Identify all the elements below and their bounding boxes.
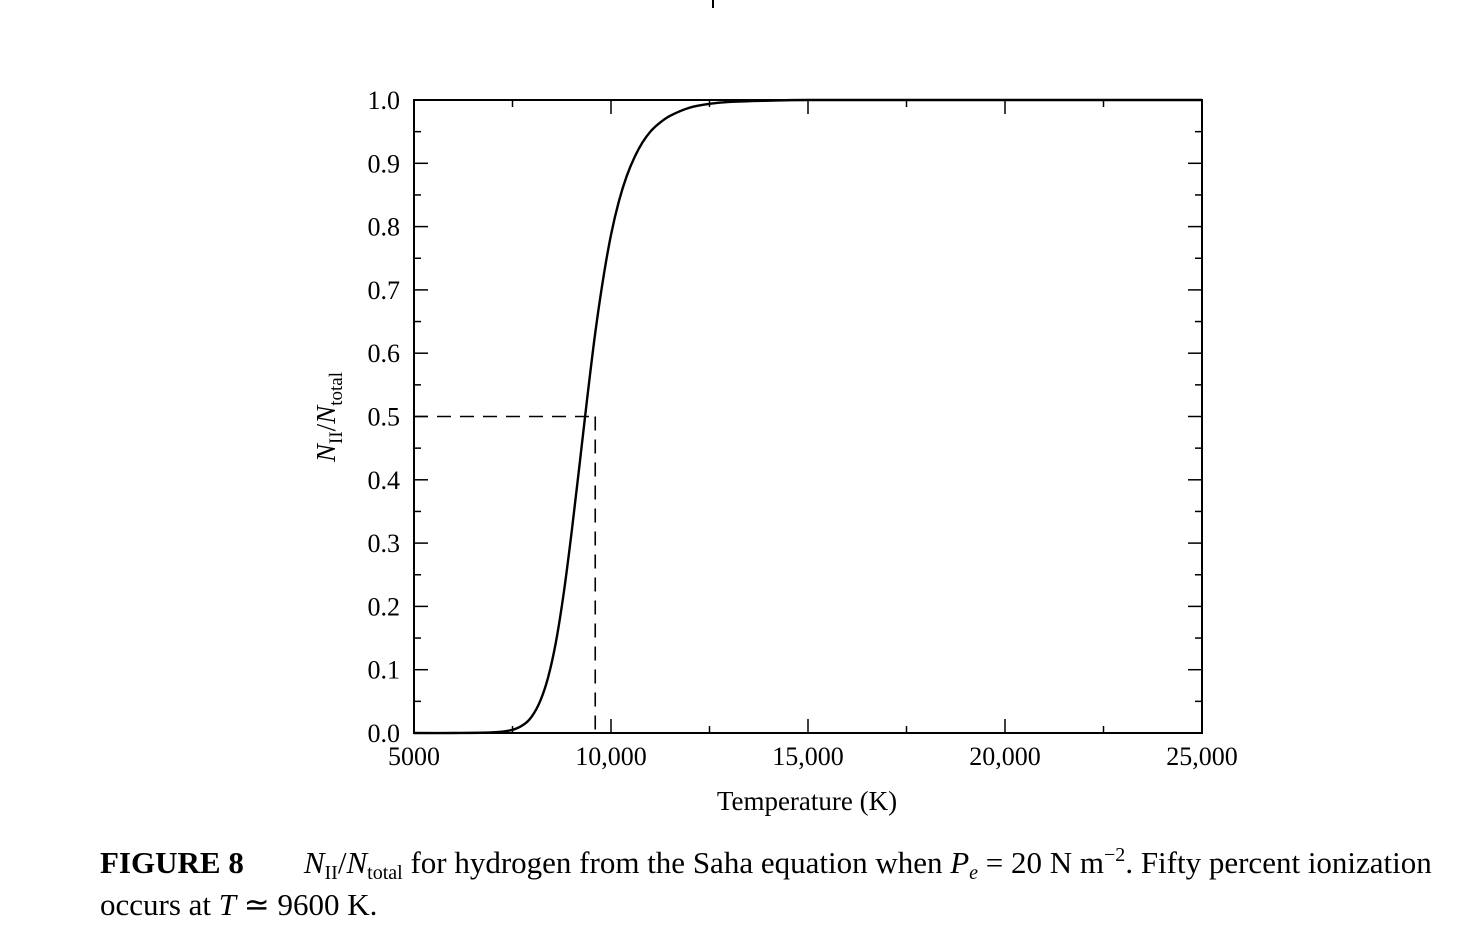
- caption-p-sub: e: [969, 862, 979, 884]
- y-tick-label: 0.4: [368, 466, 401, 495]
- y-tick-label: 0.8: [368, 213, 401, 242]
- caption-sup: −2: [1104, 844, 1126, 866]
- ylabel-sub1: II: [326, 431, 347, 444]
- ylabel-n2: N: [311, 404, 341, 425]
- caption-p: P: [950, 845, 970, 880]
- y-tick-label: 0.5: [368, 403, 401, 432]
- x-tick-label: 15,000: [772, 742, 844, 771]
- y-tick-label: 0.1: [368, 656, 401, 685]
- caption-n1: N: [303, 845, 325, 880]
- ylabel-sub2: total: [326, 372, 347, 406]
- ylabel-slash: /: [311, 423, 341, 431]
- y-tick-label: 0.6: [368, 339, 401, 368]
- caption-n2: N: [346, 845, 368, 880]
- caption-t: T: [218, 887, 237, 922]
- chart-marks: 0.0 0.1 0.2 0.3 0.4 0.5 0.6 0.7 0.8 0.9 1.0 5000 10,…: [368, 86, 1238, 771]
- x-tick-label: 5000: [388, 742, 440, 771]
- caption-sub2: total: [367, 862, 403, 884]
- caption-text1: for hydrogen from the Saha equation when: [402, 845, 951, 880]
- y-tick-label: 1.0: [368, 86, 401, 115]
- figure-caption: FIGURE 8 NII/Ntotal for hydrogen from the…: [100, 842, 1450, 926]
- x-tick-label: 10,000: [575, 742, 647, 771]
- caption-text3: . Fifty percent ionization occurs at: [100, 845, 1432, 922]
- caption-slash: /: [337, 845, 347, 880]
- x-axis-label: Temperature (K): [717, 786, 897, 816]
- ylabel-n1: N: [311, 442, 341, 463]
- caption-text2: = 20 N m: [978, 845, 1105, 880]
- y-tick-label: 0.3: [368, 529, 401, 558]
- figure-number: FIGURE 8: [100, 845, 244, 880]
- caption-sub1: II: [324, 862, 338, 884]
- x-tick-label: 25,000: [1166, 742, 1238, 771]
- y-tick-label: 0.7: [368, 276, 401, 305]
- ionization-fraction-curve: [413, 98, 1202, 735]
- y-tick-label: 0.9: [368, 149, 401, 178]
- top-edge-mark: [712, 0, 714, 8]
- y-tick-label: 0.0: [368, 719, 401, 748]
- y-tick-label: 0.2: [368, 592, 401, 621]
- caption-text4: ≃ 9600 K.: [236, 887, 378, 922]
- y-axis-label: NII/Ntotal: [311, 372, 347, 463]
- ionization-chart: 0.0 0.1 0.2 0.3 0.4 0.5 0.6 0.7 0.8 0.9 1.0 5000 10,…: [311, 86, 1238, 816]
- x-tick-label: 20,000: [969, 742, 1041, 771]
